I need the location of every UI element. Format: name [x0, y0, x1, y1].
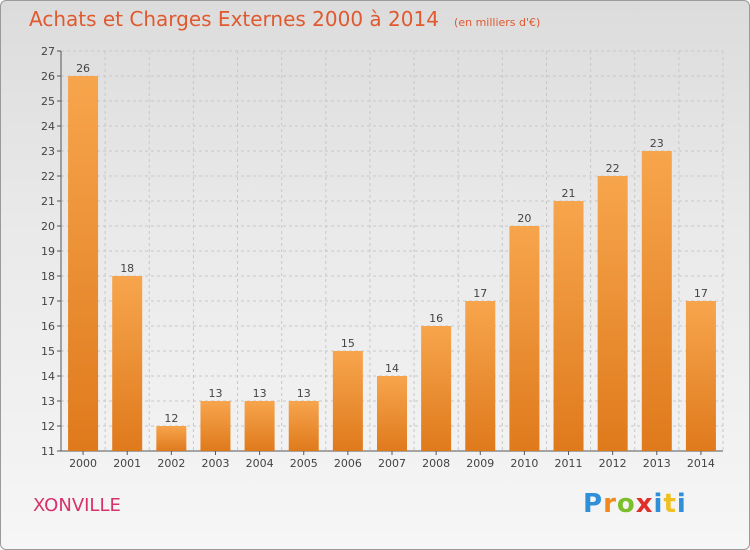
- y-tick-label: 13: [41, 395, 55, 408]
- y-tick-label: 19: [41, 245, 55, 258]
- y-tick-label: 17: [41, 295, 55, 308]
- x-tick-label: 2003: [201, 457, 229, 470]
- logo-letter: P: [583, 489, 604, 519]
- x-tick-label: 2013: [643, 457, 671, 470]
- bar: [112, 276, 143, 451]
- logo-letter: o: [616, 489, 636, 519]
- data-label: 17: [694, 287, 708, 300]
- bar: [68, 76, 99, 451]
- x-tick-label: 2001: [113, 457, 141, 470]
- bar: [421, 326, 452, 451]
- y-tick-label: 26: [41, 70, 55, 83]
- data-label: 13: [208, 387, 222, 400]
- data-label: 17: [473, 287, 487, 300]
- bar: [377, 376, 407, 451]
- bar: [244, 401, 275, 451]
- logo-letter: i: [676, 489, 687, 519]
- x-tick-label: 2007: [378, 457, 406, 470]
- x-tick-label: 2006: [334, 457, 362, 470]
- x-tick-label: 2005: [290, 457, 318, 470]
- bar: [509, 226, 540, 451]
- data-label: 14: [385, 362, 399, 375]
- data-label: 22: [606, 162, 620, 175]
- data-label: 15: [341, 337, 355, 350]
- data-label: 13: [253, 387, 267, 400]
- bar: [597, 176, 628, 451]
- data-label: 13: [297, 387, 311, 400]
- chart-subtitle: (en milliers d'€): [454, 16, 541, 29]
- x-tick-label: 2014: [687, 457, 715, 470]
- y-tick-label: 20: [41, 220, 55, 233]
- y-tick-label: 11: [41, 445, 55, 458]
- data-label: 16: [429, 312, 443, 325]
- y-tick-label: 22: [41, 170, 55, 183]
- data-label: 23: [650, 137, 664, 150]
- y-tick-label: 25: [41, 95, 55, 108]
- x-tick-label: 2002: [157, 457, 185, 470]
- commune-name: XONVILLE: [33, 495, 121, 516]
- chart-title: Achats et Charges Externes 2000 à 2014: [29, 7, 439, 31]
- y-tick-label: 12: [41, 420, 55, 433]
- logo-letter: t: [663, 489, 677, 519]
- logo-letter: i: [653, 489, 664, 519]
- y-tick-label: 27: [41, 45, 55, 58]
- y-tick-label: 23: [41, 145, 55, 158]
- x-tick-label: 2012: [599, 457, 627, 470]
- x-tick-label: 2011: [555, 457, 583, 470]
- bar: [465, 301, 496, 451]
- data-label: 26: [76, 62, 90, 75]
- y-tick-label: 18: [41, 270, 55, 283]
- title-block: Achats et Charges Externes 2000 à 2014 (…: [29, 7, 540, 31]
- logo-letter: x: [635, 489, 654, 519]
- data-label: 12: [164, 412, 178, 425]
- y-tick-label: 21: [41, 195, 55, 208]
- y-tick-label: 15: [41, 345, 55, 358]
- bars: [68, 76, 716, 451]
- x-tick-label: 2008: [422, 457, 450, 470]
- x-tick-label: 2000: [69, 457, 97, 470]
- logo-letter: r: [603, 489, 617, 519]
- data-label: 21: [562, 187, 576, 200]
- y-tick-label: 14: [41, 370, 55, 383]
- x-tick-label: 2009: [466, 457, 494, 470]
- bar: [553, 201, 584, 451]
- x-tick-label: 2004: [246, 457, 274, 470]
- bar: [288, 401, 319, 451]
- bar: [156, 426, 187, 451]
- y-tick-label: 16: [41, 320, 55, 333]
- x-tick-label: 2010: [510, 457, 538, 470]
- bar: [332, 351, 363, 451]
- bar: [200, 401, 231, 451]
- bar: [641, 151, 672, 451]
- labels: 11 12 13 14 15 16 17 18 19 20 21 22 23 24 25 26 27 2000 26…: [41, 45, 715, 470]
- data-label: 20: [517, 212, 531, 225]
- y-tick-label: 24: [41, 120, 55, 133]
- data-label: 18: [120, 262, 134, 275]
- proxiti-logo: Proxiti: [583, 489, 687, 519]
- bar: [685, 301, 716, 451]
